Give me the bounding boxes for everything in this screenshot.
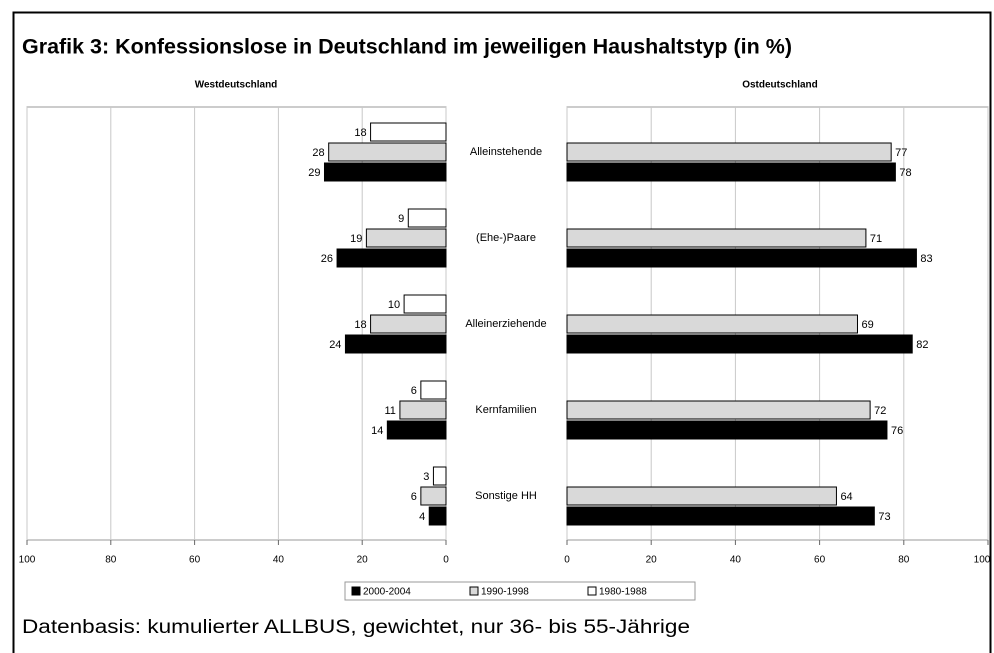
panel-title: Westdeutschland [195,80,278,91]
value-label: 78 [899,167,911,179]
bar [566,162,896,182]
legend-label: 2000-2004 [363,587,411,598]
value-label: 82 [916,339,928,351]
bar [432,466,447,486]
frame [12,11,992,653]
bar [566,228,867,248]
category-label: Alleinstehende [470,146,542,158]
value-label: 10 [388,299,400,311]
bar [365,228,447,248]
value-label: 18 [354,319,366,331]
bar [336,248,447,268]
value-label: 4 [419,511,425,523]
category-label: Kernfamilien [475,404,536,416]
panel-title: Ostdeutschland [742,80,818,91]
bar [328,142,447,162]
x-tick-label: 80 [105,555,117,566]
value-label: 14 [371,425,383,437]
bar [566,506,875,526]
value-label: 6 [411,385,417,397]
legend-label: 1980-1988 [599,587,647,598]
legend-box [344,581,696,601]
legend-swatch [469,586,479,596]
x-tick-label: 20 [357,555,369,566]
category-label: (Ehe-)Paare [476,232,536,244]
value-label: 72 [874,405,886,417]
category-label: Sonstige HH [475,490,537,502]
x-tick-label: 80 [898,555,910,566]
value-label: 83 [920,253,932,265]
x-tick-label: 60 [814,555,826,566]
bar [566,142,892,162]
bar [420,486,447,506]
value-label: 29 [308,167,320,179]
x-tick-label: 100 [19,555,36,566]
value-label: 9 [398,213,404,225]
x-tick-label: 40 [730,555,742,566]
legend-swatch [587,586,597,596]
chart-title: Grafik 3: Konfessionslose in Deutschland… [22,36,792,59]
value-label: 71 [870,233,882,245]
bar [370,122,447,142]
bar [344,334,447,354]
value-label: 77 [895,147,907,159]
bar [566,334,913,354]
value-label: 24 [329,339,341,351]
value-label: 64 [840,491,852,503]
x-tick-label: 100 [974,555,991,566]
legend-label: 1990-1998 [481,587,529,598]
value-label: 19 [350,233,362,245]
bar [323,162,447,182]
source-note: Datenbasis: kumulierter ALLBUS, gewichte… [22,617,690,638]
value-label: 28 [312,147,324,159]
bar [407,208,447,228]
bar [386,420,447,440]
value-label: 18 [354,127,366,139]
value-label: 11 [384,405,395,417]
value-label: 73 [878,511,890,523]
bar [566,314,858,334]
value-label: 6 [411,491,417,503]
bar [399,400,447,420]
bar [403,294,447,314]
value-label: 26 [321,253,333,265]
bar [566,248,917,268]
bar [428,506,447,526]
value-label: 76 [891,425,903,437]
category-label: Alleinerziehende [465,318,546,330]
bar [566,486,837,506]
x-tick-label: 60 [189,555,201,566]
value-label: 69 [861,319,873,331]
x-tick-label: 20 [646,555,658,566]
bar [566,420,888,440]
value-label: 3 [423,471,429,483]
legend-swatch [351,586,361,596]
bar [566,400,871,420]
bar [370,314,447,334]
x-tick-label: 0 [564,555,570,566]
bar [420,380,447,400]
x-tick-label: 40 [273,555,285,566]
x-tick-label: 0 [443,555,449,566]
